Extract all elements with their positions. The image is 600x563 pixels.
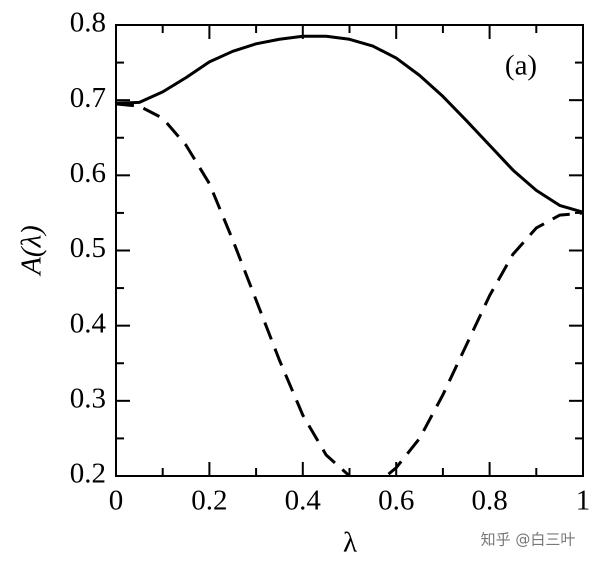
x-tick-label: 0: [109, 485, 124, 517]
x-axis-label: λ: [343, 527, 357, 559]
x-tick-label: 0.2: [191, 485, 227, 517]
y-tick-label: 0.4: [70, 307, 107, 339]
y-axis-label: A(λ): [16, 225, 48, 277]
y-tick-label: 0.2: [70, 458, 106, 490]
line-series: [116, 34, 583, 214]
line-series: [116, 102, 583, 476]
x-tick-label: 0.4: [285, 485, 322, 517]
y-tick-label: 0.7: [70, 82, 106, 114]
watermark: 知乎 @白三叶: [481, 531, 576, 549]
x-tick-label: 0.6: [378, 485, 414, 517]
x-tick-label: 0.8: [471, 485, 507, 517]
y-tick-label: 0.5: [70, 232, 106, 264]
y-tick-label: 0.8: [70, 7, 106, 39]
y-tick-label: 0.6: [70, 157, 106, 189]
plot-frame: [115, 24, 584, 477]
annotation: (a): [505, 50, 537, 82]
y-tick-label: 0.3: [70, 382, 106, 414]
x-tick-label: 1: [576, 485, 591, 517]
